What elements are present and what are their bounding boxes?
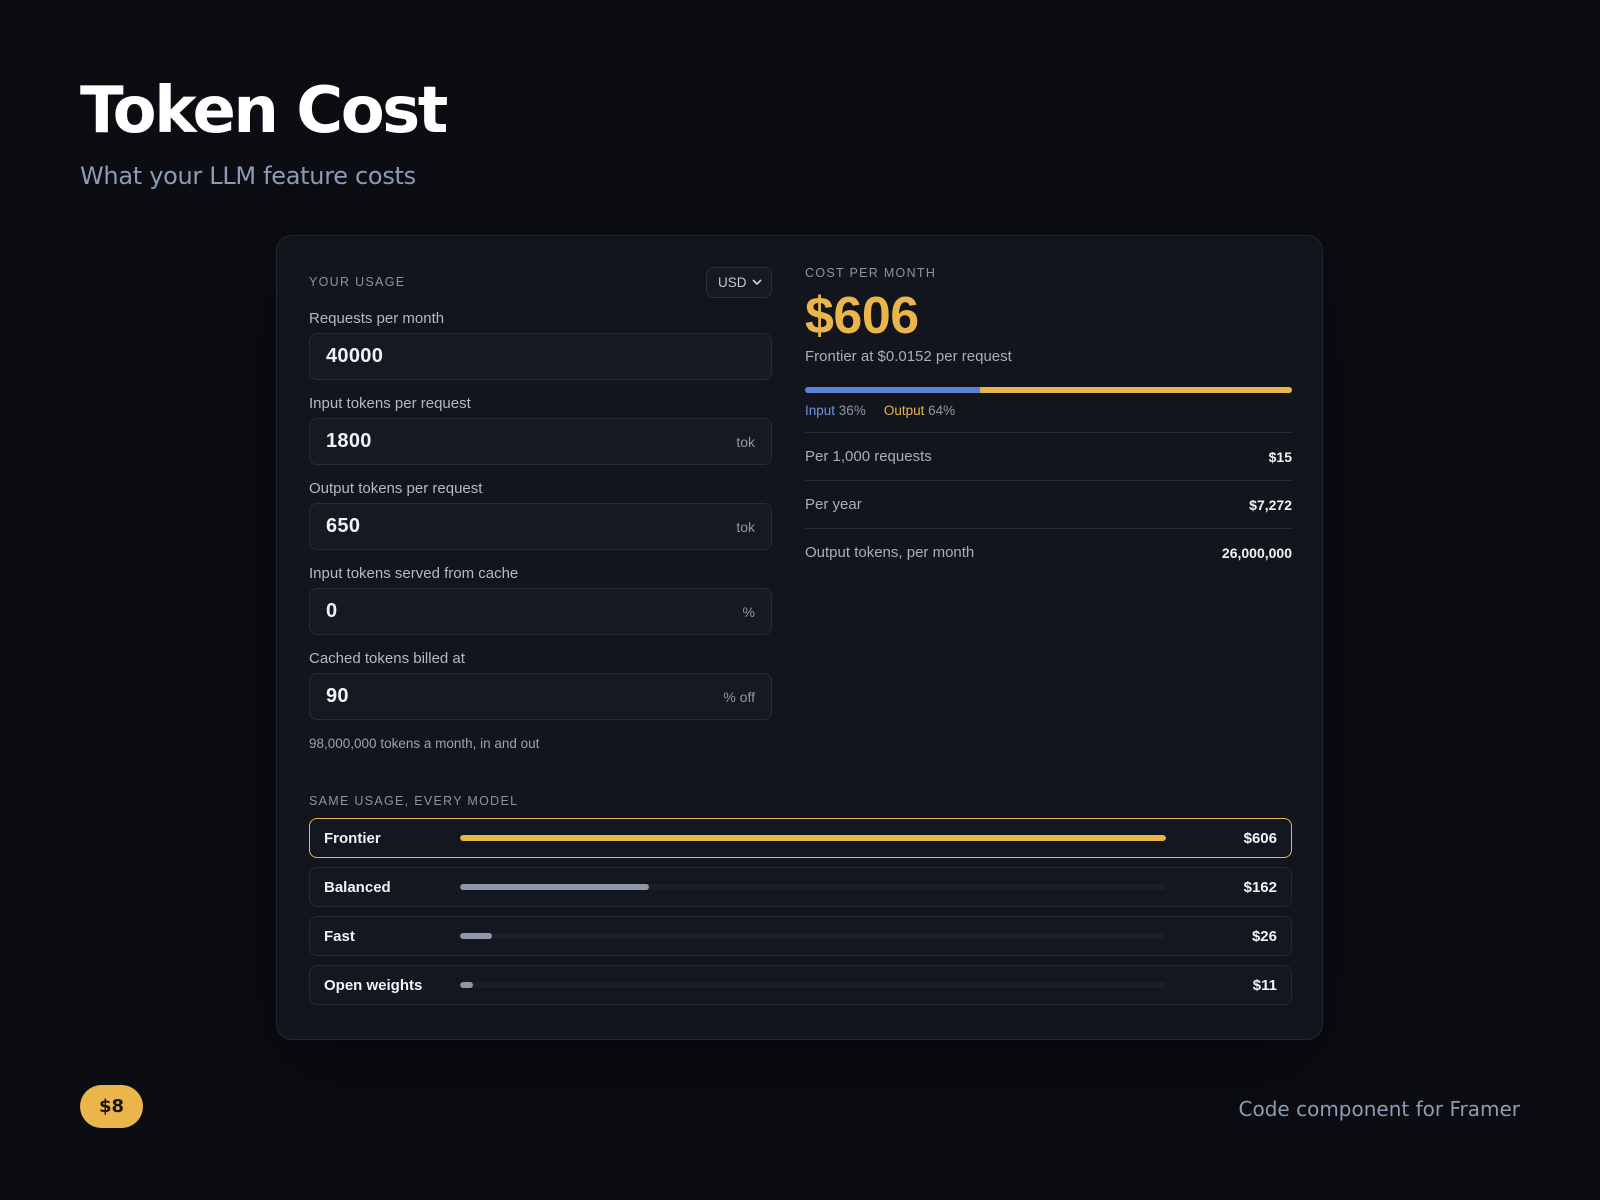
input-output-split-bar: [805, 387, 1292, 393]
field-value: 40000: [326, 345, 384, 367]
currency-value: USD: [718, 274, 747, 290]
calculator-card: YOUR USAGE USD Requests per month 40000 …: [276, 235, 1323, 1040]
legend-input-pct: 36%: [838, 403, 866, 418]
model-cost-track: [460, 884, 1166, 890]
legend-input-label: Input: [805, 403, 836, 418]
cache-share-input[interactable]: 0 %: [309, 588, 772, 635]
field-unit: % off: [723, 688, 755, 705]
field-label: Requests per month: [309, 310, 445, 327]
field-value: 90: [326, 685, 349, 707]
cache-discount-input[interactable]: 90 % off: [309, 673, 772, 720]
field-cache-discount: Cached tokens billed at 90 % off: [309, 649, 772, 720]
field-label: Cached tokens billed at: [309, 650, 465, 667]
currency-select[interactable]: USD: [706, 266, 772, 298]
model-price: $11: [1252, 976, 1277, 994]
model-name: Balanced: [324, 878, 391, 896]
usage-header: YOUR USAGE USD: [309, 266, 772, 298]
field-requests: Requests per month 40000: [309, 309, 772, 380]
field-unit: tok: [736, 518, 755, 535]
price-badge[interactable]: $8: [80, 1085, 143, 1128]
monthly-cost: $606: [805, 287, 919, 345]
legend-input: Input 36%: [805, 403, 866, 418]
field-value: 650: [326, 515, 361, 537]
page-subtitle: What your LLM feature costs: [80, 162, 416, 190]
tokens-note: 98,000,000 tokens a month, in and out: [309, 736, 540, 751]
stat-row: Output tokens, per month 26,000,000: [805, 528, 1292, 576]
stat-value: $7,272: [1249, 496, 1292, 513]
model-row-frontier[interactable]: Frontier $606: [309, 818, 1292, 858]
usage-section-label: YOUR USAGE: [309, 275, 406, 289]
split-output-segment: [980, 387, 1292, 393]
model-list: Frontier $606 Balanced $162 Fast $26 Ope…: [309, 818, 1292, 1005]
field-unit: %: [742, 603, 755, 620]
field-value: 1800: [326, 430, 372, 452]
cost-panel: COST PER MONTH $606 Frontier at $0.0152 …: [805, 266, 1292, 576]
model-row-balanced[interactable]: Balanced $162: [309, 867, 1292, 907]
model-price: $162: [1243, 878, 1277, 896]
field-output-tokens: Output tokens per request 650 tok: [309, 479, 772, 550]
model-cost-track: [460, 982, 1166, 988]
field-input-tokens: Input tokens per request 1800 tok: [309, 394, 772, 465]
model-row-fast[interactable]: Fast $26: [309, 916, 1292, 956]
stat-row: Per 1,000 requests $15: [805, 432, 1292, 480]
legend-output: Output 64%: [884, 403, 955, 418]
legend-output-pct: 64%: [928, 403, 956, 418]
model-cost-track: [460, 835, 1166, 841]
usage-panel: YOUR USAGE USD Requests per month 40000 …: [309, 266, 772, 751]
field-label: Input tokens served from cache: [309, 565, 519, 582]
field-value: 0: [326, 600, 338, 622]
cost-subtitle: Frontier at $0.0152 per request: [805, 348, 1012, 365]
model-row-open-weights[interactable]: Open weights $11: [309, 965, 1292, 1005]
legend-output-label: Output: [883, 403, 925, 418]
requests-input[interactable]: 40000: [309, 333, 772, 380]
model-cost-fill: [460, 835, 1166, 841]
cost-stats: Per 1,000 requests $15 Per year $7,272 O…: [805, 432, 1292, 576]
model-cost-fill: [460, 933, 492, 939]
chevron-down-icon: [751, 276, 763, 288]
model-name: Open weights: [324, 976, 423, 994]
footer-note: Code component for Framer: [1238, 1097, 1520, 1121]
field-label: Output tokens per request: [309, 480, 483, 497]
model-cost-track: [460, 933, 1166, 939]
stat-value: $15: [1268, 448, 1292, 465]
output-tokens-input[interactable]: 650 tok: [309, 503, 772, 550]
model-name: Frontier: [324, 829, 381, 847]
models-section-label: SAME USAGE, EVERY MODEL: [309, 794, 519, 808]
model-cost-fill: [460, 982, 473, 988]
split-input-segment: [805, 387, 981, 393]
model-comparison: SAME USAGE, EVERY MODEL Frontier $606 Ba…: [309, 794, 1292, 1014]
model-cost-fill: [460, 884, 649, 890]
stat-label: Output tokens, per month: [805, 544, 975, 561]
stat-label: Per year: [805, 496, 862, 513]
model-price: $606: [1243, 829, 1277, 847]
cost-section-label: COST PER MONTH: [805, 266, 937, 280]
field-unit: tok: [736, 433, 755, 450]
field-label: Input tokens per request: [309, 395, 471, 412]
stat-value: 26,000,000: [1221, 544, 1292, 561]
field-cache-share: Input tokens served from cache 0 %: [309, 564, 772, 635]
stat-row: Per year $7,272: [805, 480, 1292, 528]
split-legend: Input 36% Output 64%: [805, 403, 1292, 418]
model-price: $26: [1251, 927, 1277, 945]
model-name: Fast: [324, 927, 355, 945]
input-tokens-input[interactable]: 1800 tok: [309, 418, 772, 465]
page-title: Token Cost: [80, 74, 448, 148]
stat-label: Per 1,000 requests: [805, 448, 932, 465]
